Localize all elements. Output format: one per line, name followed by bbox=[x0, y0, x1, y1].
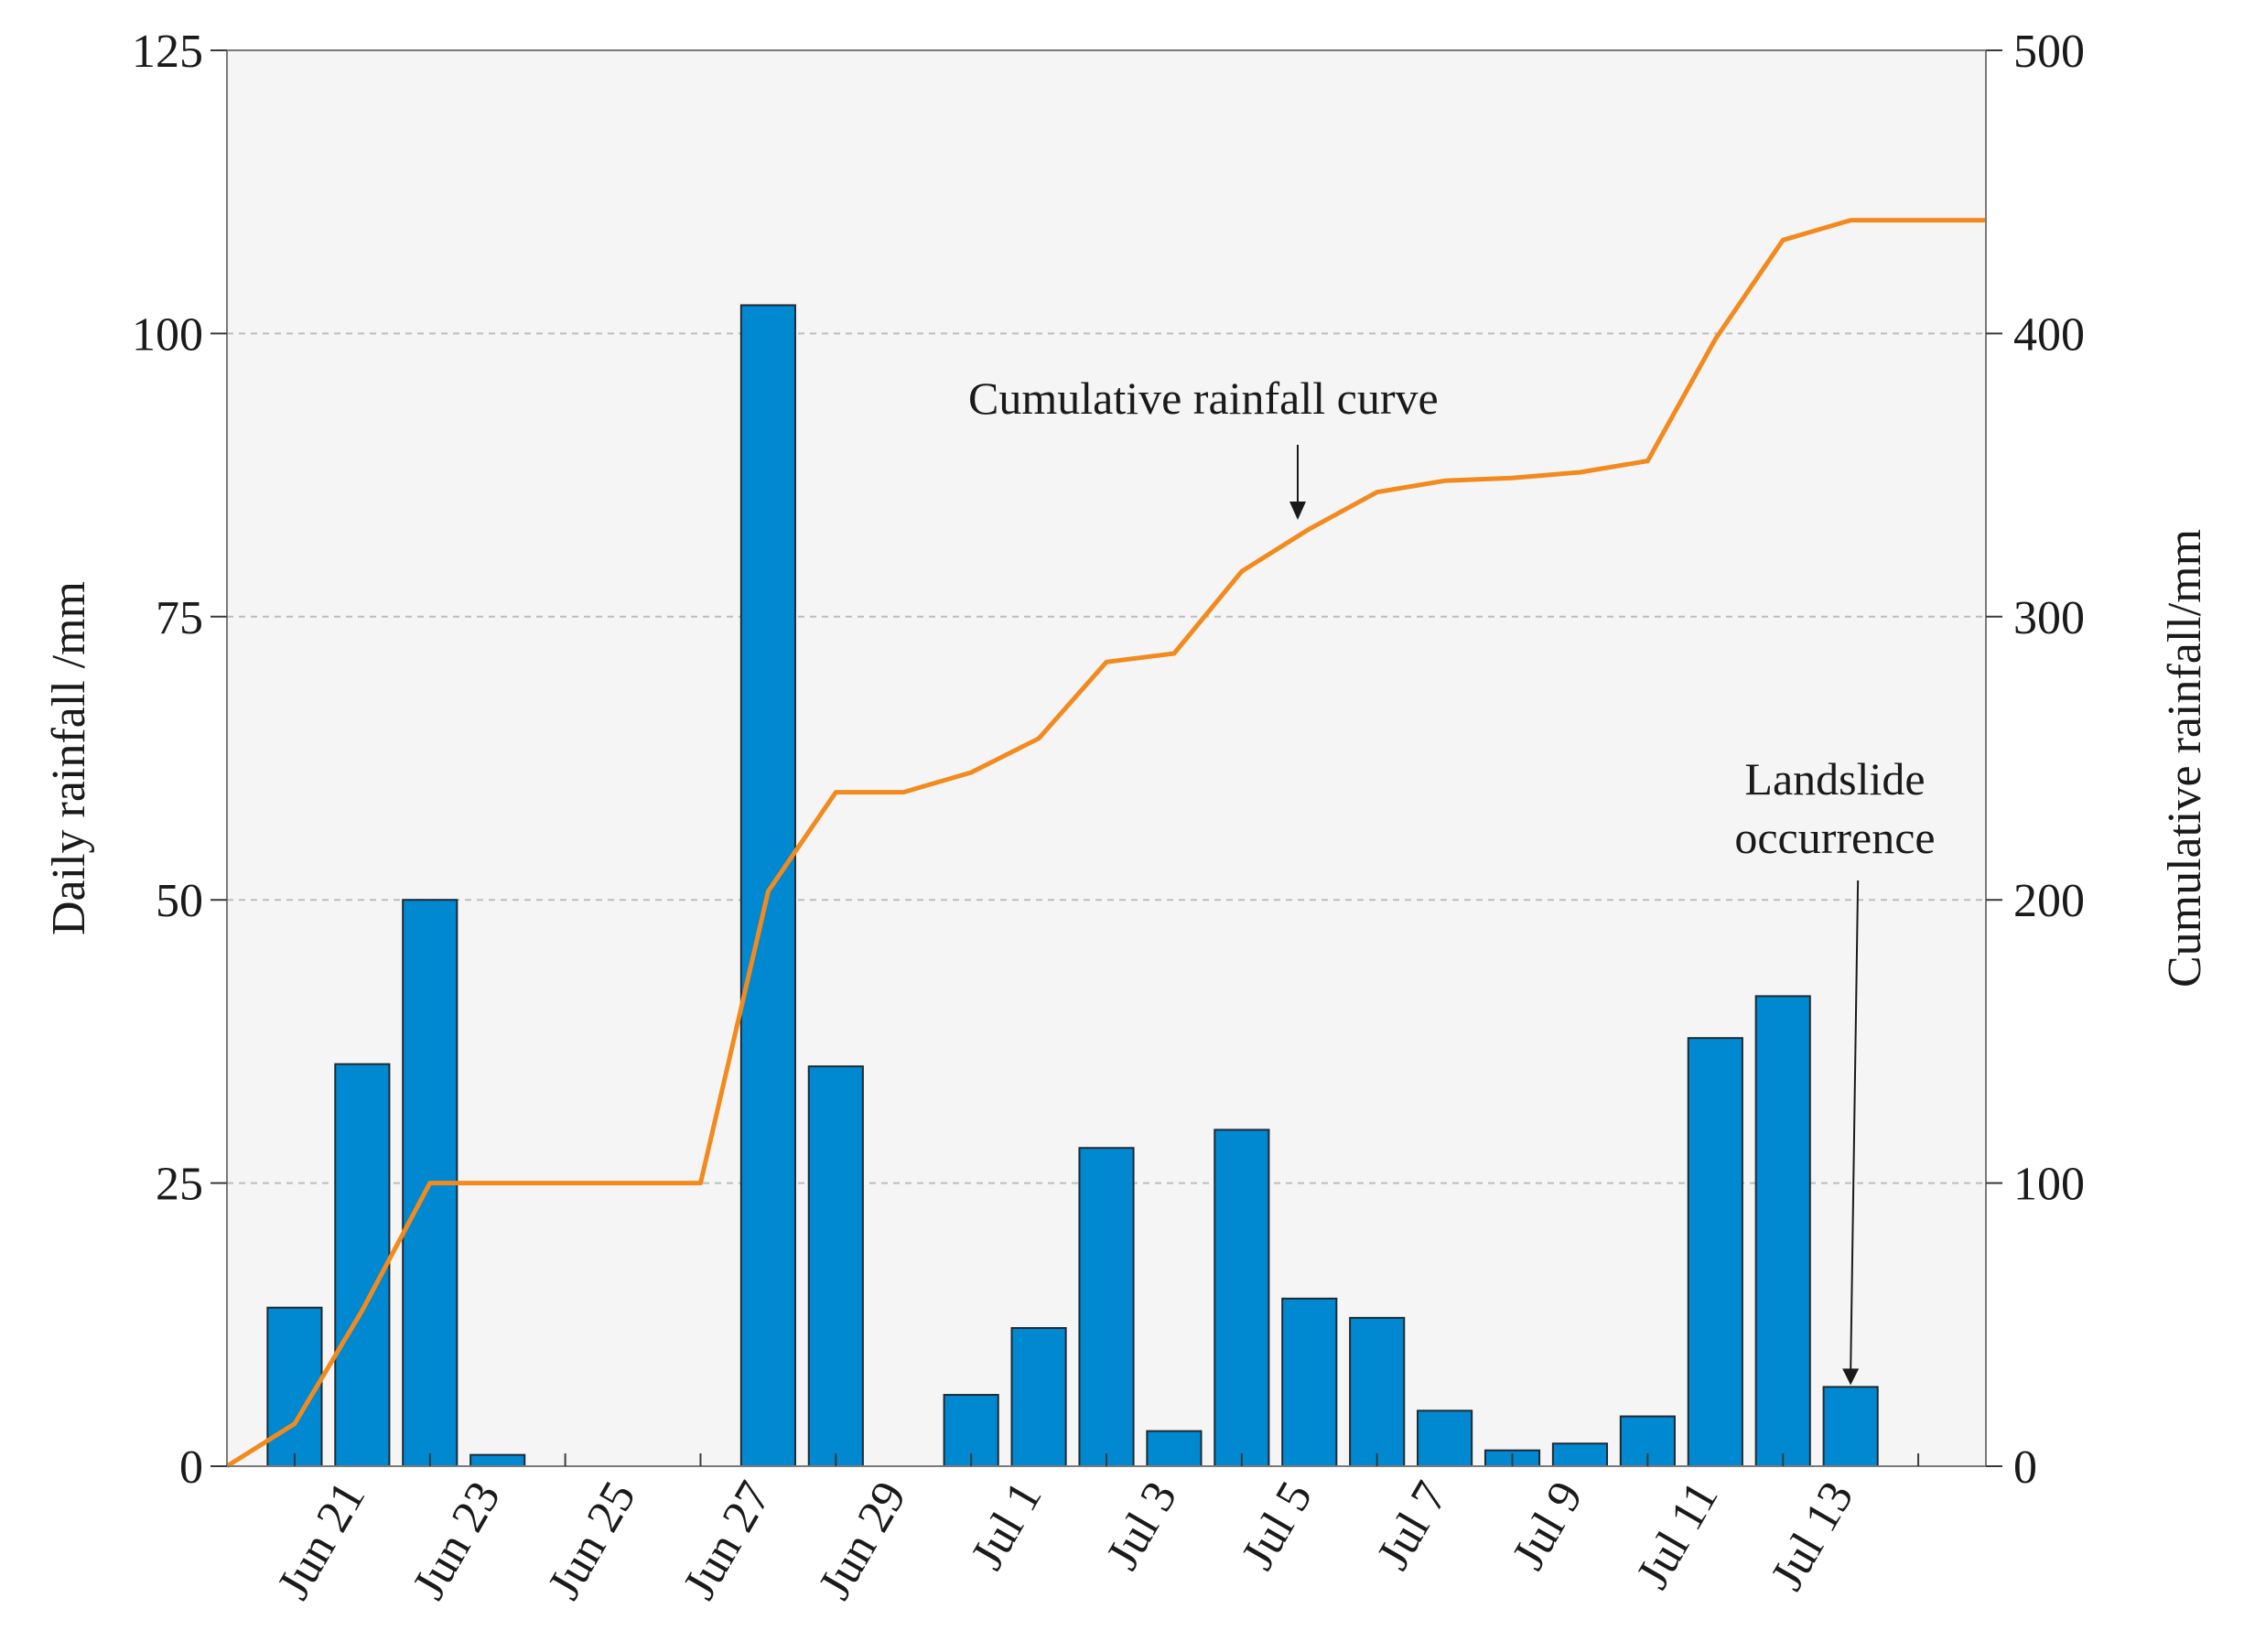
y-left-tick-label: 75 bbox=[156, 592, 203, 644]
x-tick-label: Jun 27 bbox=[674, 1474, 782, 1608]
bar-series bbox=[266, 304, 1879, 1468]
bar-jul-3 bbox=[1146, 1430, 1203, 1467]
x-tick-label: Jul 5 bbox=[1232, 1474, 1322, 1579]
bar-jun-27 bbox=[739, 304, 796, 1468]
y-left-tick-label: 25 bbox=[156, 1159, 203, 1211]
line-series bbox=[225, 218, 1986, 1469]
y-left-tick-label: 125 bbox=[132, 26, 203, 78]
x-tick-label: Jun 21 bbox=[267, 1474, 375, 1608]
bar-jul-9 bbox=[1551, 1442, 1609, 1468]
bar-jun-28 bbox=[807, 1065, 864, 1467]
y-axis-right-title: Cumulative rainfall/mm bbox=[2159, 529, 2211, 988]
bar-jun-20 bbox=[266, 1306, 323, 1467]
y-right-tick-label: 300 bbox=[2013, 592, 2085, 644]
x-tick-label: Jul 13 bbox=[1761, 1474, 1863, 1599]
landslide-arrow-shaft bbox=[1850, 880, 1860, 1373]
bar-jun-21 bbox=[334, 1063, 391, 1467]
axis-labels: 0 25 50 75 100 125 0 100 200 300 400 500 Jun 21 Jun 2… bbox=[132, 26, 2085, 1608]
y-left-tick-label: 0 bbox=[179, 1441, 203, 1494]
bar-jul-12 bbox=[1754, 995, 1811, 1467]
x-tick-label: Jul 1 bbox=[961, 1474, 1052, 1579]
bar-jun-23 bbox=[469, 1453, 526, 1468]
x-tick-label: Jul 11 bbox=[1626, 1474, 1728, 1598]
x-tick-label: Jul 9 bbox=[1503, 1474, 1593, 1579]
bar-jul-1 bbox=[1010, 1327, 1067, 1468]
x-tick-label: Jun 29 bbox=[809, 1474, 917, 1608]
bar-jul-4 bbox=[1214, 1128, 1270, 1467]
axis-ticks bbox=[210, 49, 2002, 1467]
y-left-tick-label: 50 bbox=[156, 875, 203, 927]
cumulative-curve-annotation: Cumulative rainfall curve bbox=[968, 373, 1439, 424]
y-left-tick-label: 100 bbox=[132, 308, 203, 361]
x-tick-label: Jul 3 bbox=[1096, 1474, 1187, 1579]
landslide-arrow-head bbox=[1842, 1368, 1860, 1386]
landslide-annotation-line-1: Landslide bbox=[1744, 753, 1925, 804]
y-right-tick-label: 500 bbox=[2013, 26, 2085, 78]
curve-arrow-head bbox=[1289, 502, 1306, 520]
y-right-tick-label: 0 bbox=[2013, 1441, 2037, 1494]
bar-jul-5 bbox=[1281, 1297, 1338, 1467]
bar-jul-7 bbox=[1417, 1409, 1473, 1467]
bar-jul-6 bbox=[1349, 1316, 1406, 1467]
y-right-tick-label: 400 bbox=[2013, 308, 2085, 361]
cumulative-rainfall-line bbox=[225, 218, 1986, 1469]
x-tick-label: Jun 23 bbox=[403, 1474, 511, 1608]
x-tick-label: Jun 25 bbox=[538, 1474, 646, 1608]
bar-jul-13 bbox=[1822, 1386, 1879, 1468]
landslide-annotation-line-2: occurrence bbox=[1734, 812, 1935, 863]
annotation-arrows bbox=[1289, 445, 1860, 1386]
y-axis-left-title: Daily rainfall /mm bbox=[43, 581, 95, 935]
y-right-tick-label: 100 bbox=[2013, 1159, 2085, 1211]
bar-jul-2 bbox=[1078, 1147, 1135, 1467]
x-tick-label: Jul 7 bbox=[1367, 1474, 1458, 1579]
y-right-tick-label: 200 bbox=[2013, 875, 2085, 927]
bar-jul-11 bbox=[1687, 1037, 1743, 1468]
